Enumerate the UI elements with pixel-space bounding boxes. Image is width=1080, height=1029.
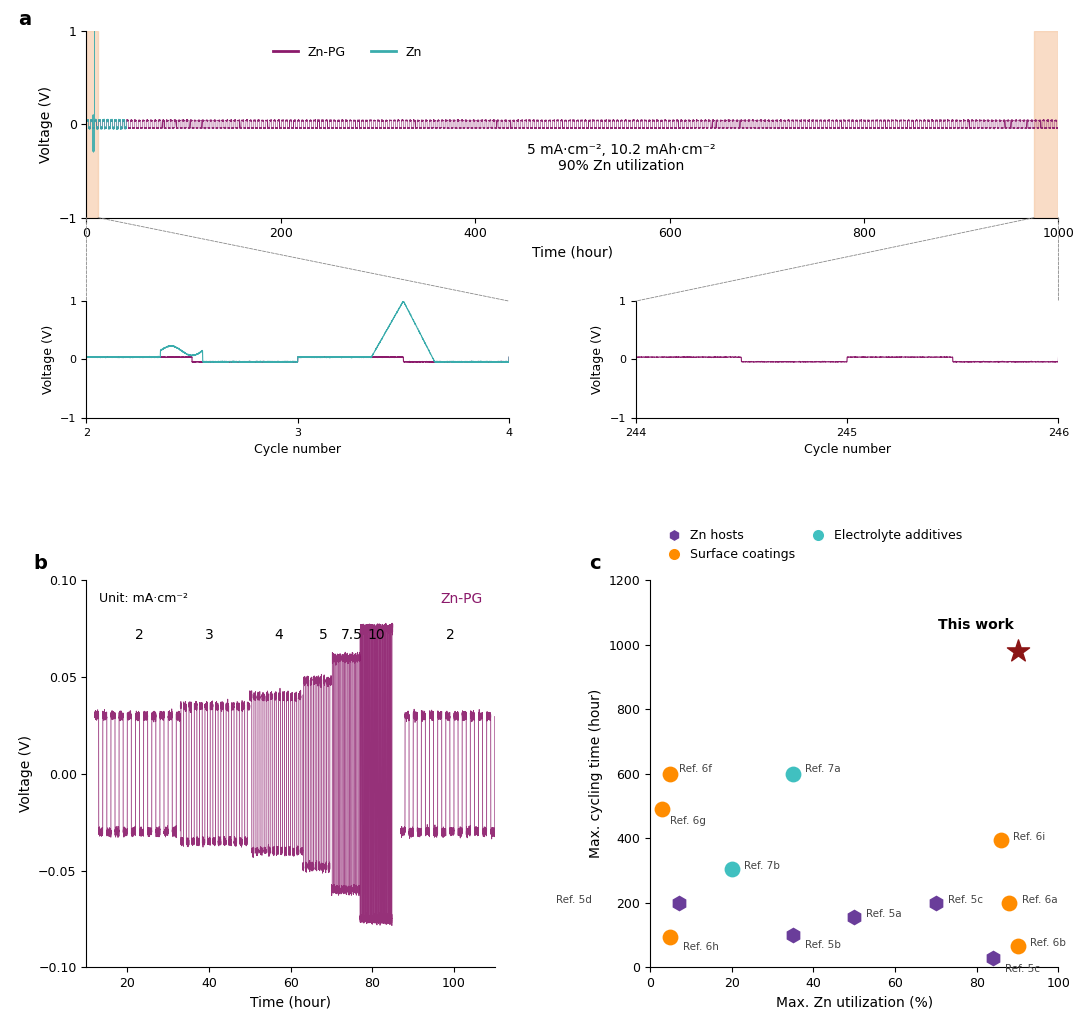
Text: Ref. 5c: Ref. 5c — [1005, 963, 1040, 973]
Text: 5: 5 — [319, 629, 327, 642]
Point — [984, 950, 1001, 966]
Point — [662, 766, 679, 782]
Text: Ref. 7a: Ref. 7a — [806, 764, 841, 774]
Text: 2: 2 — [135, 629, 144, 642]
Text: Ref. 6i: Ref. 6i — [1013, 831, 1045, 842]
Point — [928, 894, 945, 911]
Text: Ref. 6g: Ref. 6g — [671, 816, 706, 825]
Text: Ref. 5c: Ref. 5c — [948, 894, 983, 904]
Point — [784, 766, 801, 782]
Text: Ref. 5b: Ref. 5b — [806, 941, 841, 951]
Y-axis label: Voltage (V): Voltage (V) — [591, 325, 604, 394]
Point — [784, 927, 801, 944]
Text: c: c — [589, 554, 600, 573]
Legend: Zn-PG, Zn: Zn-PG, Zn — [268, 41, 427, 64]
Point — [662, 928, 679, 945]
Point — [993, 831, 1010, 848]
Text: This work: This work — [937, 617, 1013, 632]
X-axis label: Cycle number: Cycle number — [254, 443, 341, 456]
Point — [1001, 894, 1018, 911]
Text: 10: 10 — [367, 629, 386, 642]
Text: b: b — [33, 554, 48, 573]
Text: 3: 3 — [204, 629, 213, 642]
Point — [846, 909, 863, 925]
Legend: Zn hosts, Surface coatings, Electrolyte additives: Zn hosts, Surface coatings, Electrolyte … — [657, 524, 967, 566]
Text: Ref. 5a: Ref. 5a — [866, 909, 902, 919]
Text: Unit: mA·cm⁻²: Unit: mA·cm⁻² — [98, 592, 188, 605]
Point — [653, 801, 671, 817]
Point — [1009, 643, 1026, 660]
Bar — [86, 31, 98, 217]
Text: a: a — [18, 10, 31, 29]
Text: 5 mA·cm⁻², 10.2 mAh·cm⁻²
90% Zn utilization: 5 mA·cm⁻², 10.2 mAh·cm⁻² 90% Zn utilizat… — [527, 143, 715, 173]
Point — [670, 894, 687, 911]
Y-axis label: Voltage (V): Voltage (V) — [18, 736, 32, 812]
X-axis label: Time (hour): Time (hour) — [532, 246, 613, 260]
X-axis label: Max. Zn utilization (%): Max. Zn utilization (%) — [775, 995, 933, 1009]
X-axis label: Time (hour): Time (hour) — [251, 995, 332, 1009]
Y-axis label: Voltage (V): Voltage (V) — [42, 325, 55, 394]
X-axis label: Cycle number: Cycle number — [804, 443, 891, 456]
Text: Ref. 6h: Ref. 6h — [683, 942, 718, 952]
Y-axis label: Max. cycling time (hour): Max. cycling time (hour) — [589, 689, 603, 858]
Point — [723, 860, 740, 877]
Text: 2: 2 — [446, 629, 455, 642]
Text: 7.5: 7.5 — [341, 629, 363, 642]
Point — [1009, 938, 1026, 955]
Text: Ref. 6f: Ref. 6f — [678, 764, 712, 774]
Text: Ref. 6b: Ref. 6b — [1030, 938, 1066, 948]
Y-axis label: Voltage (V): Voltage (V) — [39, 85, 53, 163]
Text: Zn-PG: Zn-PG — [441, 592, 483, 606]
Text: 4: 4 — [274, 629, 283, 642]
Text: Ref. 6a: Ref. 6a — [1022, 894, 1057, 904]
Bar — [1035, 31, 1058, 217]
Text: Ref. 5d: Ref. 5d — [556, 894, 592, 904]
Text: Ref. 7b: Ref. 7b — [744, 860, 780, 871]
